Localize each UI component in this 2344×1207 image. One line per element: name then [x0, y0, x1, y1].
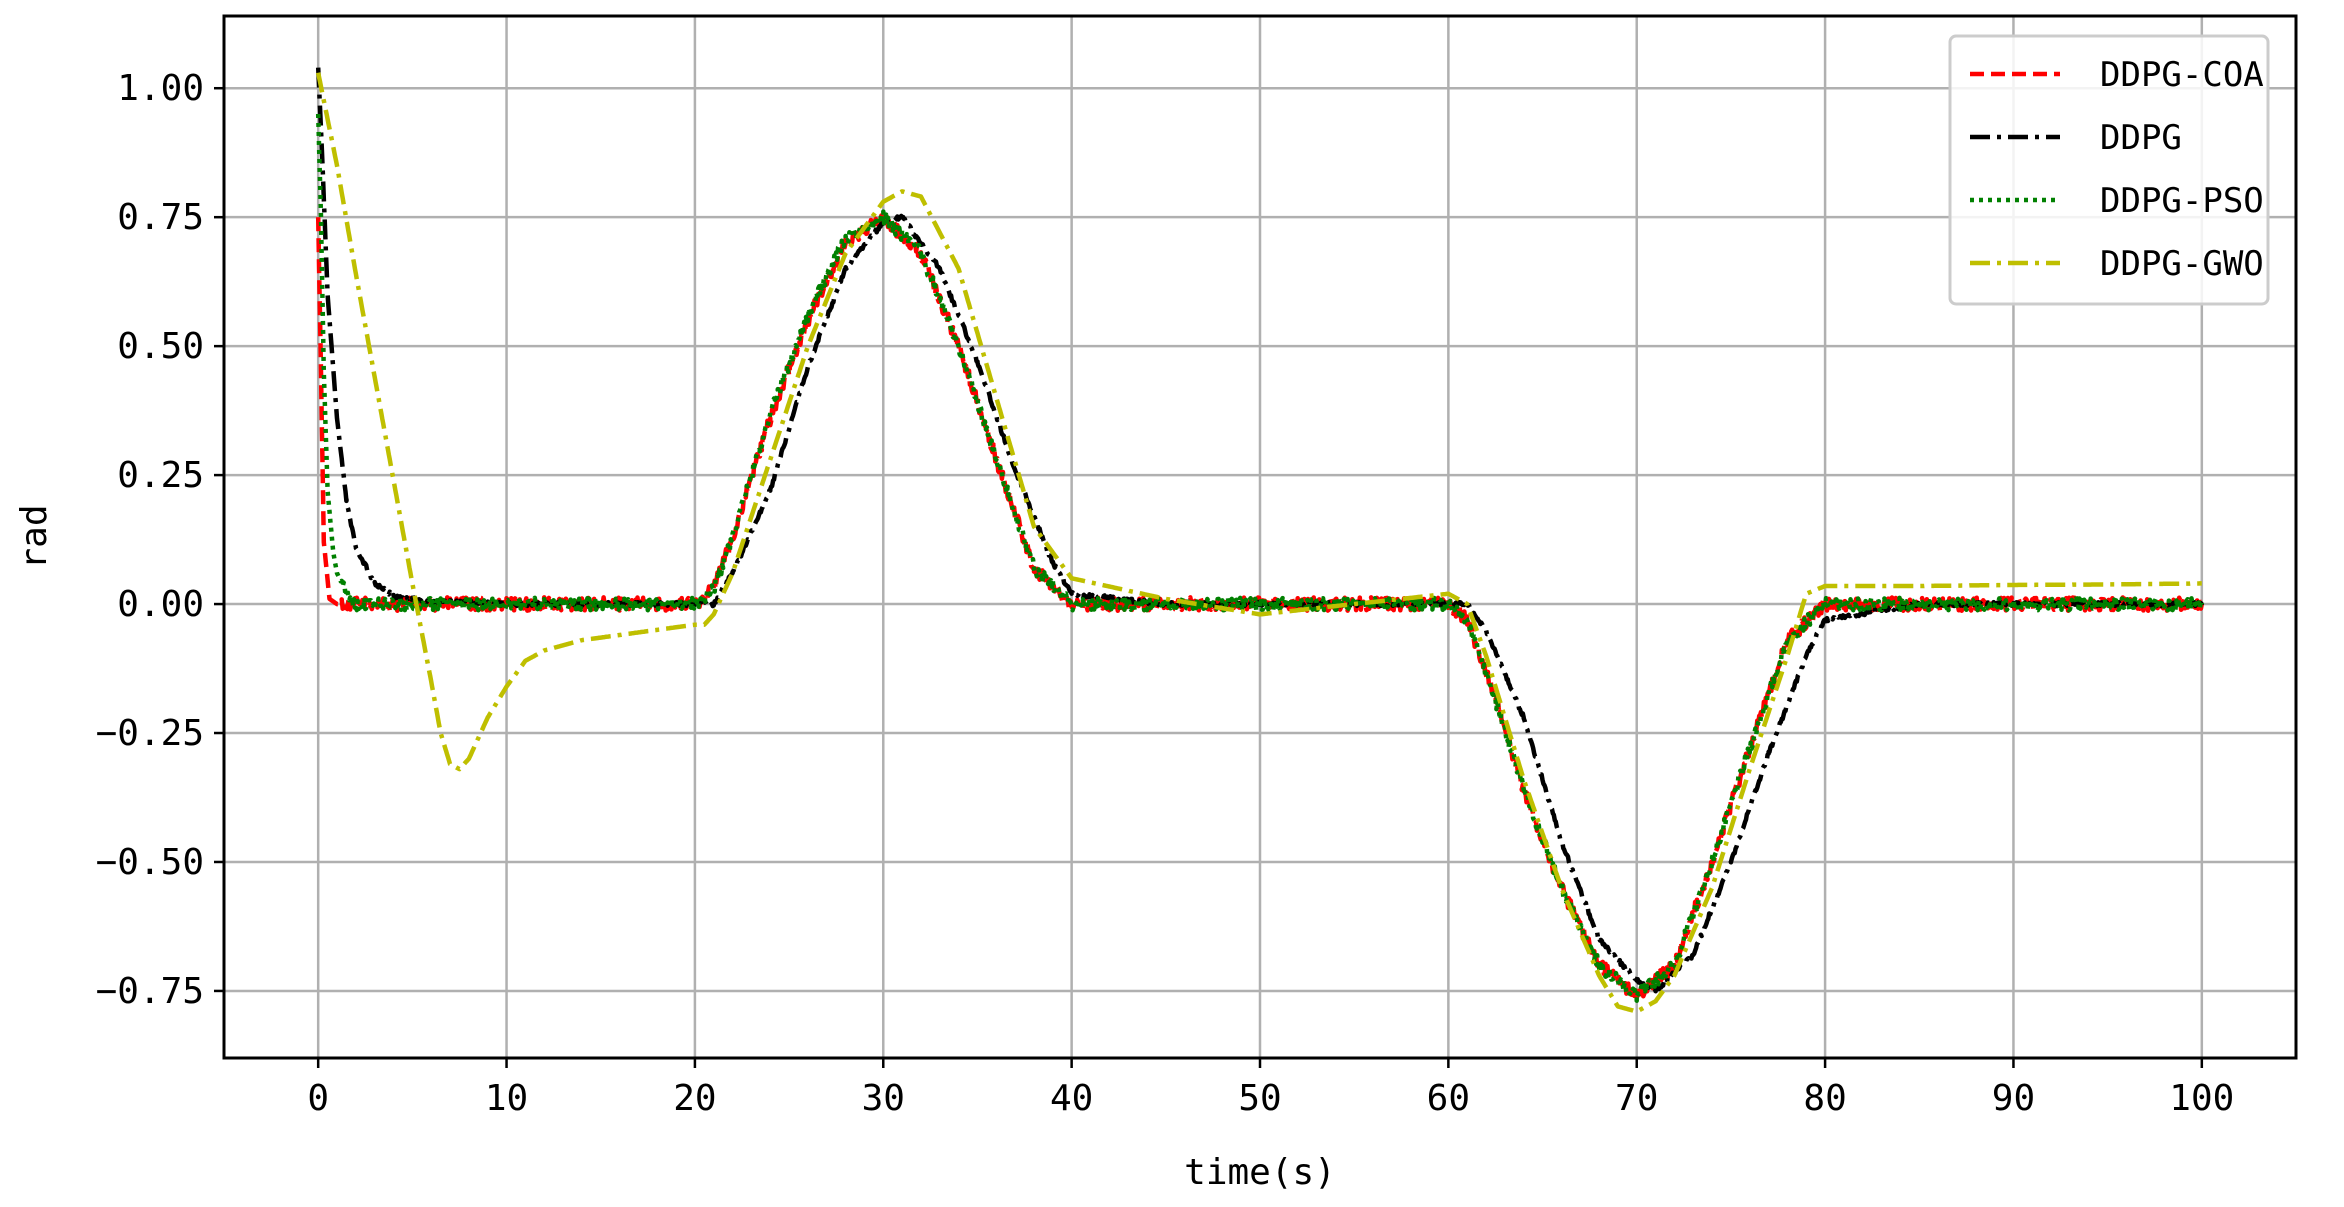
- y-tick-label: 0.25: [117, 455, 204, 496]
- legend: DDPG-COA DDPG DDPG-PSO DDPG-GWO: [1948, 34, 2270, 306]
- x-tick-label: 100: [2169, 1078, 2234, 1119]
- legend-label: DDPG-PSO: [2100, 181, 2264, 221]
- series-line-ddpg-gwo: [315, 72, 2204, 1014]
- x-tick-label: 30: [862, 1078, 905, 1119]
- x-tick-label: 40: [1050, 1078, 1093, 1119]
- legend-label: DDPG-GWO: [2100, 244, 2264, 284]
- x-tick-label: 90: [1992, 1078, 2035, 1119]
- x-tick-label: 0: [307, 1078, 329, 1119]
- legend-label: DDPG: [2100, 118, 2182, 158]
- series-layer: [315, 67, 2205, 1014]
- y-tick-label: 1.00: [117, 68, 204, 109]
- y-tick-label: −0.50: [96, 842, 204, 883]
- x-tick-label: 80: [1803, 1078, 1846, 1119]
- legend-box: [1948, 34, 2270, 306]
- x-tick-label: 60: [1427, 1078, 1470, 1119]
- x-tick-label: 20: [673, 1078, 716, 1119]
- x-tick-label: 50: [1238, 1078, 1281, 1119]
- y-tick-label: 0.75: [117, 197, 204, 238]
- x-tick-label: 10: [485, 1078, 528, 1119]
- tick-marks: [214, 86, 2204, 1068]
- series-line-ddpg-pso: [315, 113, 2205, 1003]
- x-tick-label: 70: [1615, 1078, 1658, 1119]
- y-tick-label: 0.00: [117, 584, 204, 625]
- legend-label: DDPG-COA: [2100, 55, 2264, 95]
- y-tick-label: 0.50: [117, 326, 204, 367]
- y-tick-label: −0.75: [96, 971, 204, 1012]
- tick-labels: 0 10 20 30 40 50 60 70 80 90 100 1.00 0.75 0.50 0.25 0.…: [96, 68, 2235, 1119]
- y-tick-label: −0.25: [96, 713, 204, 754]
- grid-lines: [224, 16, 2296, 1058]
- x-axis-label: time(s): [1184, 1152, 1336, 1193]
- y-axis-label: rad: [14, 504, 55, 569]
